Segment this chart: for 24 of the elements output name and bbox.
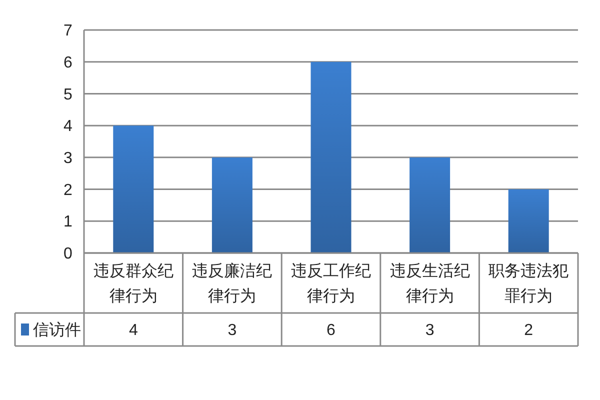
y-tick-label: 6	[64, 54, 73, 72]
bar	[410, 157, 450, 253]
x-tick-label: 职务违法犯罪行为	[488, 262, 569, 306]
y-tick-label: 0	[64, 246, 73, 263]
y-tick-label: 4	[64, 118, 73, 136]
y-tick-label: 3	[64, 150, 73, 168]
bar	[113, 126, 154, 253]
bar	[310, 62, 352, 253]
data-label: 3	[425, 322, 434, 340]
y-tick-label: 7	[64, 22, 73, 40]
y-tick-label: 5	[64, 86, 73, 104]
data-label: 4	[128, 322, 138, 340]
x-tick-label: 违反生活纪律行为	[390, 262, 470, 306]
data-label: 3	[228, 322, 237, 340]
data-label: 2	[524, 322, 534, 340]
y-tick-label: 1	[64, 214, 73, 231]
x-tick-label: 违反廉洁纪律行为	[192, 262, 272, 306]
x-tick-label: 违反群众纪律行为	[93, 262, 174, 306]
y-tick-label: 2	[64, 182, 73, 199]
bar	[212, 157, 252, 253]
data-label: 6	[326, 322, 336, 340]
bar	[508, 189, 549, 253]
x-tick-label: 违反工作纪律行为	[291, 262, 371, 306]
legend-label: 信访件	[33, 321, 81, 340]
